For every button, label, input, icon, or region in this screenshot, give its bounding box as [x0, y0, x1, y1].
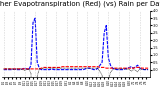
Text: Milwaukee Weather Evapotranspiration (Red) (vs) Rain per Day (Blue) (Inches): Milwaukee Weather Evapotranspiration (Re…: [0, 1, 160, 7]
